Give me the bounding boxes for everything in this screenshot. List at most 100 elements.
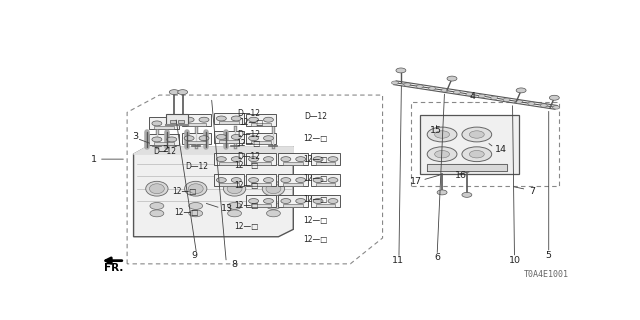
- Circle shape: [248, 117, 259, 122]
- Circle shape: [435, 131, 449, 138]
- Text: 14: 14: [495, 145, 507, 154]
- FancyBboxPatch shape: [214, 113, 244, 124]
- FancyBboxPatch shape: [284, 183, 303, 186]
- Text: D—12: D—12: [153, 147, 176, 156]
- Text: 12—□: 12—□: [234, 161, 259, 170]
- Text: 17: 17: [410, 177, 422, 186]
- Circle shape: [549, 95, 559, 100]
- FancyBboxPatch shape: [150, 117, 179, 129]
- FancyBboxPatch shape: [214, 131, 244, 143]
- Circle shape: [313, 198, 323, 204]
- Text: 12—□: 12—□: [303, 216, 328, 225]
- FancyBboxPatch shape: [316, 204, 335, 207]
- Circle shape: [396, 68, 406, 73]
- Polygon shape: [134, 147, 293, 154]
- Circle shape: [152, 137, 162, 142]
- Text: 12—□: 12—□: [234, 202, 259, 211]
- Polygon shape: [428, 164, 507, 172]
- Circle shape: [228, 210, 241, 217]
- Circle shape: [231, 134, 241, 140]
- FancyBboxPatch shape: [251, 141, 271, 144]
- FancyBboxPatch shape: [278, 174, 308, 186]
- Circle shape: [328, 157, 338, 162]
- Circle shape: [515, 100, 522, 103]
- Circle shape: [169, 90, 179, 95]
- FancyBboxPatch shape: [219, 162, 239, 165]
- FancyBboxPatch shape: [246, 154, 276, 165]
- Text: 2: 2: [163, 145, 168, 154]
- Circle shape: [231, 116, 241, 121]
- Ellipse shape: [262, 181, 285, 196]
- Circle shape: [189, 210, 203, 217]
- Text: 12—□: 12—□: [239, 118, 263, 127]
- Circle shape: [184, 117, 194, 122]
- Circle shape: [416, 85, 423, 88]
- Circle shape: [199, 117, 209, 122]
- Ellipse shape: [150, 184, 164, 194]
- Text: 5: 5: [546, 251, 552, 260]
- Circle shape: [150, 203, 164, 209]
- FancyBboxPatch shape: [251, 204, 271, 207]
- FancyBboxPatch shape: [214, 154, 244, 165]
- FancyBboxPatch shape: [219, 140, 239, 143]
- Circle shape: [281, 198, 291, 204]
- Text: T0A4E1001: T0A4E1001: [524, 270, 568, 279]
- FancyBboxPatch shape: [166, 114, 188, 124]
- FancyBboxPatch shape: [219, 121, 239, 124]
- Circle shape: [454, 91, 460, 94]
- Circle shape: [528, 102, 535, 105]
- FancyBboxPatch shape: [154, 126, 174, 129]
- Circle shape: [404, 83, 411, 86]
- Text: 15: 15: [430, 125, 442, 135]
- FancyBboxPatch shape: [182, 132, 211, 144]
- Circle shape: [281, 157, 291, 162]
- Text: D—12: D—12: [185, 162, 208, 171]
- Circle shape: [264, 117, 273, 122]
- FancyBboxPatch shape: [310, 154, 340, 165]
- Text: 6: 6: [434, 253, 440, 262]
- Circle shape: [167, 121, 177, 126]
- Circle shape: [248, 178, 259, 182]
- Circle shape: [437, 190, 447, 195]
- Circle shape: [428, 147, 457, 162]
- Circle shape: [469, 131, 484, 138]
- Polygon shape: [134, 147, 293, 237]
- FancyBboxPatch shape: [310, 174, 340, 186]
- Circle shape: [540, 104, 547, 107]
- Text: D—12: D—12: [304, 111, 327, 121]
- FancyBboxPatch shape: [278, 154, 308, 165]
- Circle shape: [328, 178, 338, 182]
- Circle shape: [296, 178, 306, 182]
- FancyBboxPatch shape: [187, 123, 207, 126]
- Text: 12—□: 12—□: [234, 180, 259, 189]
- Ellipse shape: [266, 184, 281, 194]
- FancyBboxPatch shape: [310, 195, 340, 207]
- Circle shape: [150, 210, 164, 217]
- Text: 10: 10: [509, 256, 520, 265]
- Circle shape: [264, 178, 273, 182]
- Text: 12—□: 12—□: [303, 195, 328, 204]
- FancyBboxPatch shape: [284, 162, 303, 165]
- Circle shape: [264, 136, 273, 141]
- FancyBboxPatch shape: [246, 195, 276, 207]
- Circle shape: [184, 136, 194, 141]
- Circle shape: [491, 96, 498, 100]
- Circle shape: [296, 198, 306, 204]
- Text: 12—□: 12—□: [303, 235, 328, 244]
- FancyBboxPatch shape: [284, 204, 303, 207]
- Circle shape: [428, 127, 457, 142]
- Text: D—12: D—12: [237, 152, 260, 161]
- Circle shape: [264, 198, 273, 204]
- Text: 12—□: 12—□: [303, 174, 328, 183]
- Text: 12—□: 12—□: [175, 208, 199, 217]
- Circle shape: [178, 90, 188, 95]
- Circle shape: [189, 203, 203, 209]
- Circle shape: [503, 98, 510, 101]
- Circle shape: [462, 192, 472, 197]
- Ellipse shape: [188, 184, 203, 194]
- FancyBboxPatch shape: [246, 132, 276, 144]
- FancyBboxPatch shape: [170, 120, 176, 124]
- Circle shape: [447, 76, 457, 81]
- Text: 1: 1: [91, 155, 97, 164]
- Text: 12—□: 12—□: [303, 155, 328, 164]
